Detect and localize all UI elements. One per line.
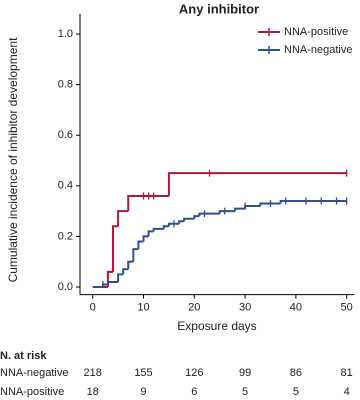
step-segment — [279, 200, 347, 204]
step-segment — [244, 205, 261, 209]
step-segment — [137, 240, 144, 250]
y-tick-label: 0.4 — [58, 180, 73, 192]
step-segment — [193, 215, 200, 219]
risk-value: 5 — [293, 386, 299, 398]
step-segment — [122, 268, 129, 275]
risk-row-name: NNA-negative — [0, 367, 68, 379]
y-tick-label: 0.0 — [58, 281, 73, 293]
y-tick-label: 0.6 — [58, 129, 73, 141]
x-axis-label: Exposure days — [177, 319, 256, 333]
y-tick-label: 1.0 — [58, 28, 73, 40]
step-segment — [127, 260, 134, 270]
x-tick-label: 10 — [137, 302, 149, 314]
x-tick-label: 30 — [239, 302, 251, 314]
risk-value: 99 — [239, 367, 251, 379]
step-segment — [147, 230, 154, 237]
chart-title: Any inhibitor — [179, 1, 259, 16]
step-segment — [233, 207, 246, 212]
step-segment — [198, 212, 220, 217]
x-tick-label: 40 — [290, 302, 302, 314]
legend-label: NNA-negative — [284, 44, 352, 56]
step-segment — [152, 227, 164, 232]
step-segment — [162, 225, 169, 229]
step-segment — [218, 210, 235, 214]
risk-table-title: N. at risk — [0, 350, 47, 362]
x-tick-label: 50 — [341, 302, 353, 314]
x-tick-label: 0 — [90, 302, 96, 314]
risk-value: 6 — [191, 386, 197, 398]
step-segment — [183, 217, 195, 222]
risk-value: 81 — [341, 367, 353, 379]
step-segment — [178, 220, 185, 224]
y-tick-label: 0.2 — [58, 230, 73, 242]
step-segment — [132, 248, 139, 262]
risk-value: 86 — [290, 367, 302, 379]
step-segment — [106, 270, 114, 288]
step-segment — [112, 225, 119, 272]
risk-value: 4 — [344, 386, 350, 398]
risk-value: 155 — [134, 367, 152, 379]
risk-value: 126 — [185, 367, 203, 379]
risk-value: 9 — [140, 386, 146, 398]
step-segment — [142, 235, 149, 242]
risk-value: 18 — [87, 386, 99, 398]
step-segment — [117, 210, 129, 227]
step-segment — [167, 222, 180, 227]
step-segment — [106, 280, 119, 285]
risk-value: 218 — [84, 367, 102, 379]
risk-value: 5 — [242, 386, 248, 398]
y-axis-label: Cumulative incidence of inhibitor develo… — [6, 37, 20, 282]
step-segment — [167, 172, 347, 196]
step-segment — [127, 194, 169, 212]
legend-label: NNA-positive — [284, 26, 348, 38]
step-segment — [117, 273, 124, 282]
x-tick-label: 20 — [188, 302, 200, 314]
y-tick-label: 0.8 — [58, 79, 73, 91]
risk-row-name: NNA-positive — [0, 386, 64, 398]
step-segment — [259, 202, 281, 207]
